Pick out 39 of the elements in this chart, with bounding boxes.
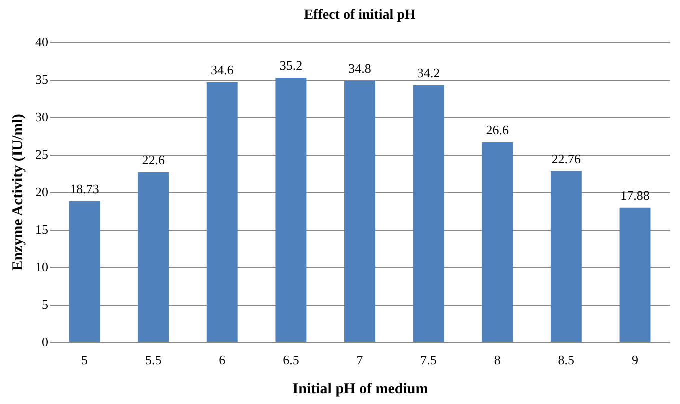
data-label: 18.73 bbox=[70, 182, 100, 197]
y-tick-label: 40 bbox=[36, 34, 48, 50]
data-label: 34.6 bbox=[211, 62, 234, 78]
bar bbox=[482, 142, 514, 342]
y-tick-label: 10 bbox=[36, 260, 48, 274]
data-label: 22.6 bbox=[142, 152, 166, 168]
y-tick-label: 25 bbox=[36, 147, 48, 162]
x-tick-label: 6 bbox=[219, 352, 226, 368]
y-tick-label: 20 bbox=[36, 184, 48, 200]
bar bbox=[206, 82, 238, 342]
data-label: 35.2 bbox=[280, 58, 303, 73]
data-label: 22.76 bbox=[552, 151, 582, 166]
bar bbox=[69, 202, 100, 342]
data-label: 34.2 bbox=[417, 66, 440, 80]
y-tick-label: 0 bbox=[42, 334, 48, 350]
y-axis-title: Enzyme Activity (IU/ml) bbox=[10, 114, 26, 271]
bar bbox=[344, 81, 376, 342]
y-tick-label: 30 bbox=[36, 110, 48, 124]
x-tick-label: 5.5 bbox=[145, 352, 162, 368]
x-tick-label: 6.5 bbox=[283, 352, 300, 368]
x-tick-label: 7 bbox=[356, 352, 364, 368]
x-tick-label: 9 bbox=[632, 352, 638, 368]
y-tick-label: 5 bbox=[42, 297, 48, 312]
x-tick-label: 8.5 bbox=[558, 352, 575, 368]
x-tick-label: 8 bbox=[494, 352, 501, 368]
data-label: 34.8 bbox=[348, 61, 372, 76]
bar bbox=[413, 86, 444, 342]
chart-title: Effect of initial pH bbox=[304, 8, 416, 23]
bar bbox=[550, 171, 582, 342]
bar bbox=[620, 208, 651, 342]
x-tick-label: 5 bbox=[82, 352, 88, 368]
bar bbox=[276, 78, 307, 342]
y-tick-label: 15 bbox=[36, 222, 48, 237]
data-label: 17.88 bbox=[620, 188, 650, 203]
x-axis-title: Initial pH of medium bbox=[292, 382, 429, 398]
data-label: 26.6 bbox=[486, 122, 510, 138]
bar bbox=[138, 172, 170, 342]
y-tick-label: 35 bbox=[36, 72, 48, 87]
x-tick-label: 7.5 bbox=[420, 352, 437, 368]
